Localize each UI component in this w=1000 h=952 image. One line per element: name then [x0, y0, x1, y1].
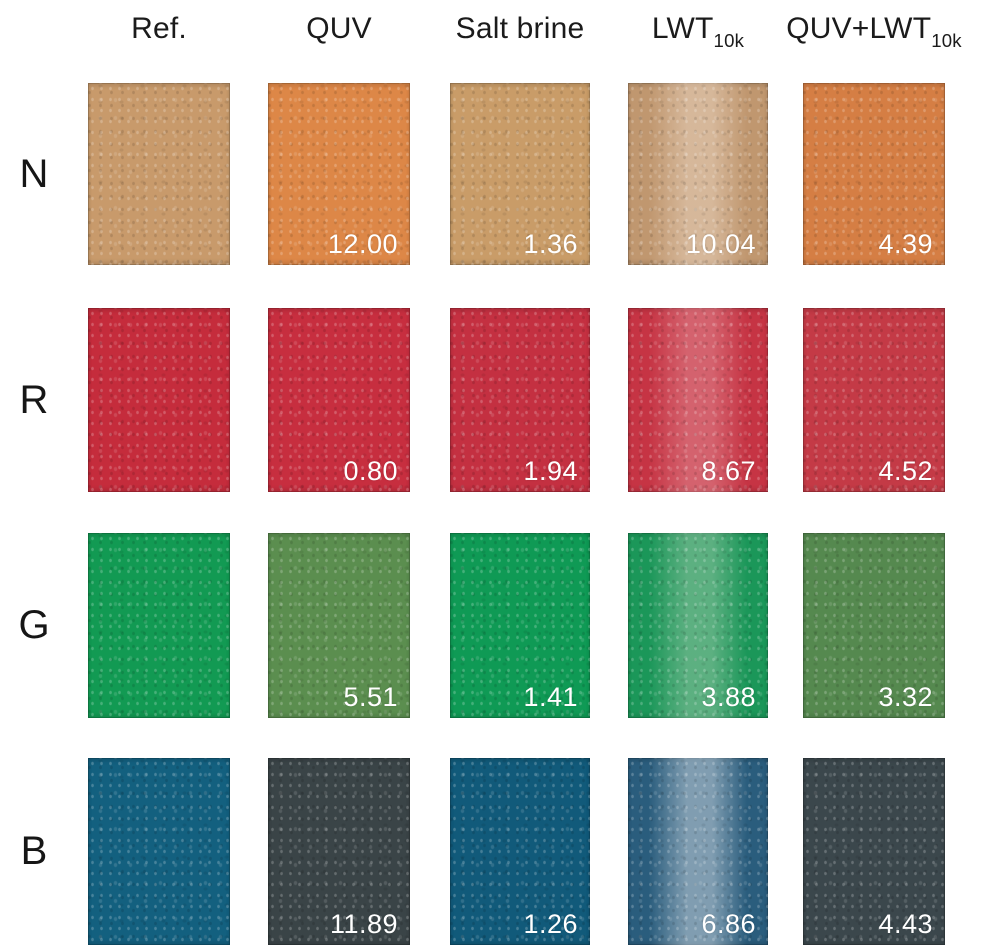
column-header-subscript: 10k [931, 30, 962, 51]
delta-e-value: 5.51 [343, 682, 398, 712]
delta-e-value: 3.32 [878, 682, 933, 712]
delta-e-value: 10.04 [685, 229, 756, 259]
delta-e-value: 1.94 [523, 456, 578, 486]
swatch-b-ref [88, 758, 230, 945]
swatch-r-lwt10k: 8.67 [628, 308, 768, 492]
column-header-quv-lwt-10k: QUV+LWT 10k [786, 12, 961, 54]
swatch-g-ref [88, 533, 230, 718]
swatch-g-lwt10k: 3.88 [628, 533, 768, 718]
swatch-b-quv: 11.89 [268, 758, 410, 945]
swatch-n-salt-brine: 1.36 [450, 83, 590, 265]
delta-e-value: 4.43 [878, 909, 933, 939]
row-label-b: B [20, 829, 48, 873]
swatch-r-quv-lwt10k: 4.52 [803, 308, 945, 492]
delta-e-value: 1.26 [523, 909, 578, 939]
column-header-text: LWT [651, 12, 714, 45]
column-header-text: QUV [306, 12, 372, 45]
column-header-quv: QUV [268, 12, 410, 54]
row-label-r: R [19, 377, 49, 422]
swatch-g-quv-lwt10k: 3.32 [803, 533, 945, 718]
swatch-g-quv: 5.51 [268, 533, 410, 718]
swatch-n-lwt10k: 10.04 [628, 83, 768, 265]
column-header-text: Salt brine [455, 12, 585, 45]
delta-e-value: 4.52 [878, 456, 933, 486]
swatch-b-quv-lwt10k: 4.43 [803, 758, 945, 945]
delta-e-value: 1.36 [523, 229, 578, 259]
column-header-subscript: 10k [713, 30, 745, 51]
swatch-n-quv-lwt10k: 4.39 [803, 83, 945, 265]
swatch-r-quv: 0.80 [268, 308, 410, 492]
swatch-b-lwt10k: 6.86 [628, 758, 768, 945]
column-header-text: QUV+LWT [786, 12, 932, 45]
delta-e-value: 0.80 [343, 456, 398, 486]
column-header-lwt-10k: LWT 10k [628, 12, 768, 54]
column-header-salt-brine: Salt brine [450, 12, 590, 54]
delta-e-value: 3.88 [701, 682, 756, 712]
delta-e-value: 11.89 [329, 909, 398, 939]
column-header-ref: Ref. [88, 12, 230, 54]
delta-e-value: 8.67 [701, 456, 756, 486]
swatch-r-ref [88, 308, 230, 492]
row-label-n: N [19, 151, 49, 196]
swatch-g-salt-brine: 1.41 [450, 533, 590, 718]
swatch-r-salt-brine: 1.94 [450, 308, 590, 492]
delta-e-value: 12.00 [327, 229, 398, 259]
swatch-b-salt-brine: 1.26 [450, 758, 590, 945]
delta-e-value: 6.86 [701, 909, 756, 939]
delta-e-value: 1.41 [523, 682, 578, 712]
row-label-g: G [18, 603, 50, 647]
swatch-n-ref [88, 83, 230, 265]
swatch-n-quv: 12.00 [268, 83, 410, 265]
delta-e-value: 4.39 [878, 229, 933, 259]
column-header-text: Ref. [131, 12, 187, 45]
